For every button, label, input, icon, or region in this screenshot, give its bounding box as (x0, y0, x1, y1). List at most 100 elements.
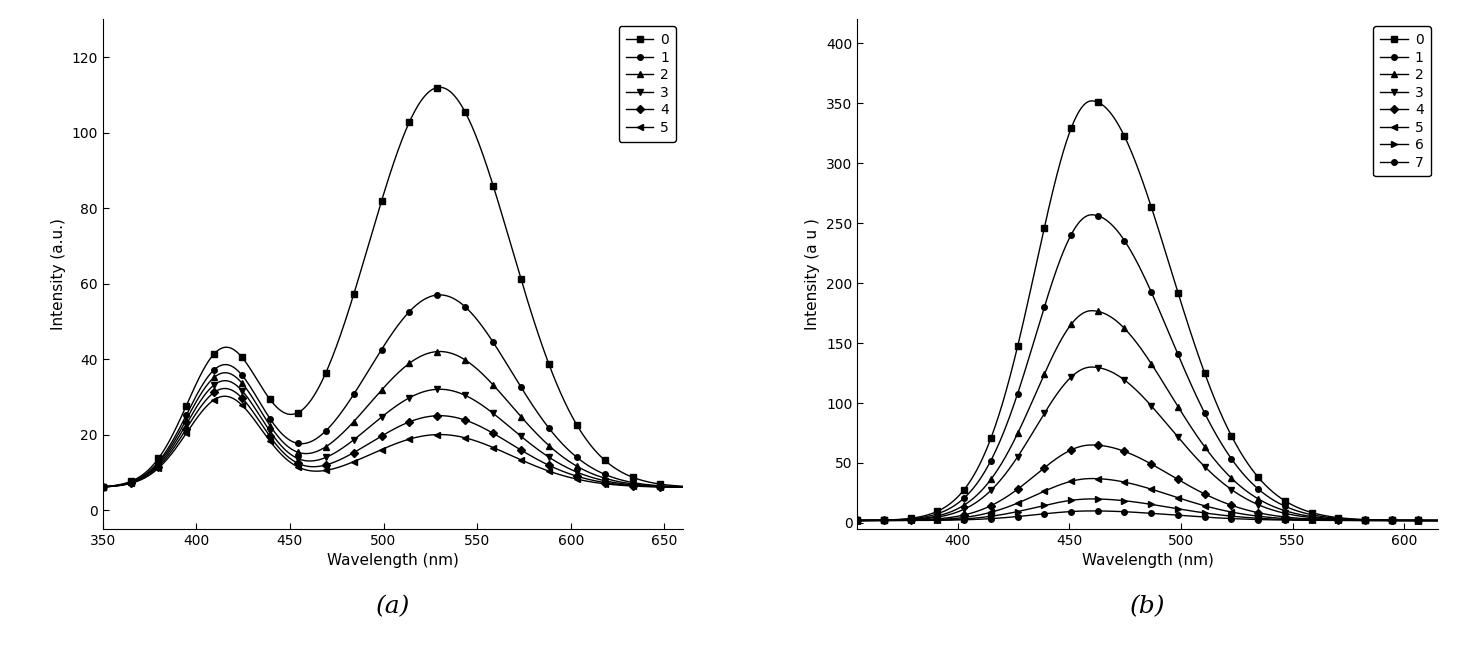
1 (493, 352, 511, 360)
5 (1084, 475, 1102, 482)
2 (329, 434, 346, 442)
1 (1311, 513, 1329, 521)
Line: 4: 4 (100, 386, 687, 490)
Line: 1: 1 (100, 292, 687, 490)
6 (908, 517, 926, 524)
3 (493, 417, 511, 424)
2 (557, 455, 575, 463)
3 (1083, 363, 1100, 371)
Text: (a): (a) (376, 595, 411, 618)
4 (1311, 515, 1329, 523)
Line: 3: 3 (854, 364, 1441, 523)
0 (1083, 97, 1100, 104)
2 (153, 455, 170, 463)
7 (1311, 517, 1329, 524)
2 (1301, 513, 1319, 521)
5 (1105, 476, 1122, 484)
3 (216, 377, 233, 384)
5 (94, 483, 111, 491)
2 (908, 515, 926, 523)
1 (1084, 211, 1102, 219)
0 (908, 513, 926, 521)
4 (547, 464, 565, 472)
5 (675, 483, 692, 491)
4 (675, 483, 692, 491)
3 (675, 483, 692, 491)
3 (1247, 500, 1265, 508)
3 (547, 458, 565, 466)
4 (493, 435, 511, 442)
Line: 5: 5 (854, 476, 1441, 523)
0 (431, 83, 449, 91)
3 (351, 432, 368, 440)
6 (1301, 516, 1319, 524)
3 (1084, 363, 1102, 371)
4 (1301, 515, 1319, 523)
3 (153, 457, 170, 465)
5 (493, 448, 511, 455)
2 (675, 483, 692, 491)
5 (1429, 517, 1446, 524)
Y-axis label: Intensity (a u ): Intensity (a u ) (805, 218, 820, 330)
1 (153, 453, 170, 461)
0 (1084, 97, 1102, 104)
3 (329, 447, 346, 455)
2 (1105, 315, 1122, 322)
2 (1311, 514, 1329, 522)
5 (848, 517, 866, 524)
6 (1247, 514, 1265, 522)
0 (329, 340, 346, 348)
4 (329, 457, 346, 464)
X-axis label: Wavelength (nm): Wavelength (nm) (327, 553, 459, 568)
2 (547, 448, 565, 455)
2 (1083, 307, 1100, 315)
Line: 2: 2 (100, 349, 687, 490)
Line: 0: 0 (100, 84, 687, 490)
5 (908, 517, 926, 524)
2 (1084, 307, 1102, 315)
Text: (b): (b) (1130, 595, 1165, 618)
5 (216, 392, 233, 400)
1 (329, 413, 346, 421)
4 (351, 446, 368, 453)
4 (1083, 441, 1100, 449)
3 (1301, 513, 1319, 521)
0 (94, 483, 111, 491)
2 (848, 517, 866, 524)
6 (848, 517, 866, 524)
4 (1084, 441, 1102, 449)
3 (848, 517, 866, 524)
Line: 0: 0 (854, 98, 1441, 523)
0 (848, 517, 866, 524)
6 (1105, 496, 1122, 504)
Line: 1: 1 (854, 212, 1441, 523)
5 (1247, 512, 1265, 520)
1 (1429, 517, 1446, 524)
4 (94, 483, 111, 491)
3 (908, 515, 926, 523)
0 (675, 482, 692, 490)
1 (848, 517, 866, 524)
7 (848, 517, 866, 524)
2 (349, 413, 367, 421)
5 (547, 470, 565, 477)
5 (1083, 475, 1100, 482)
7 (1083, 507, 1100, 515)
7 (1105, 508, 1122, 515)
Line: 7: 7 (854, 508, 1441, 523)
5 (351, 455, 368, 463)
0 (153, 450, 170, 457)
0 (1311, 511, 1329, 519)
Line: 6: 6 (854, 496, 1441, 523)
5 (153, 461, 170, 469)
4 (1105, 444, 1122, 452)
2 (1247, 494, 1265, 502)
Legend: 0, 1, 2, 3, 4, 5, 6, 7: 0, 1, 2, 3, 4, 5, 6, 7 (1373, 26, 1430, 177)
Line: 3: 3 (100, 378, 687, 490)
Y-axis label: Intensity (a.u.): Intensity (a.u.) (51, 218, 66, 330)
4 (153, 459, 170, 467)
4 (848, 517, 866, 524)
7 (1084, 507, 1102, 515)
0 (1301, 508, 1319, 516)
6 (1083, 495, 1100, 503)
